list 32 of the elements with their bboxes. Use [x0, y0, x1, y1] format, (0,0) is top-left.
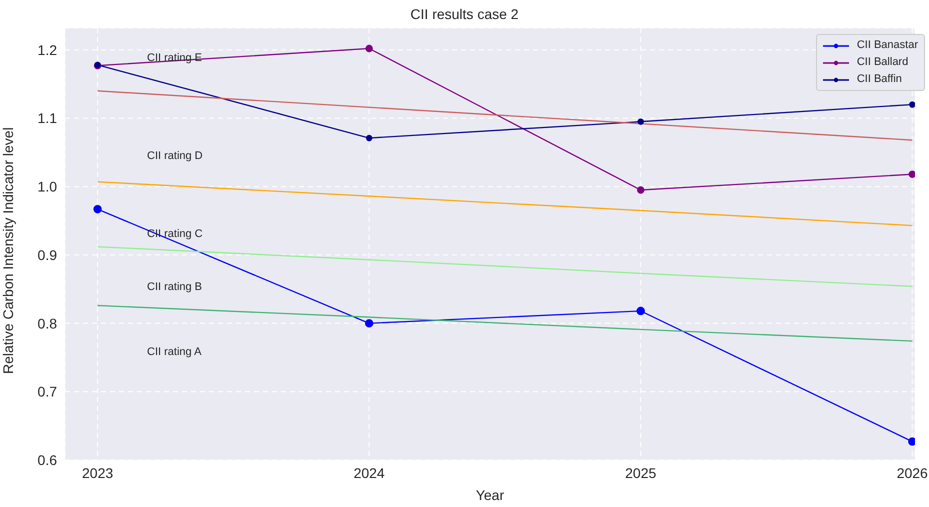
- point: [636, 306, 645, 316]
- y-tick-label: 1.2: [38, 42, 58, 58]
- annotation: CII rating A: [147, 346, 202, 358]
- x-tick-label: 2023: [82, 464, 114, 481]
- legend-label: CII Baffin: [856, 72, 902, 87]
- point: [365, 44, 373, 52]
- point: [637, 186, 644, 194]
- y-tick-label: 0.9: [38, 246, 58, 263]
- legend-label: CII Banastar: [856, 38, 918, 53]
- point: [364, 319, 374, 328]
- annotation: CII rating D: [147, 150, 203, 162]
- x-tick-label: 2024: [354, 464, 385, 481]
- x-axis-title: Year: [476, 487, 504, 503]
- point: [366, 134, 372, 142]
- line-series: [96, 90, 913, 141]
- x-tick-label: 2026: [896, 464, 928, 481]
- point: [638, 118, 644, 125]
- y-axis-title: Relative Carbon Intensity Indicator level: [0, 127, 16, 374]
- y-tick-label: 0.8: [38, 315, 58, 332]
- annotation: CII rating B: [147, 281, 202, 293]
- legend-label: CII Ballard: [856, 55, 908, 70]
- point: [93, 204, 102, 214]
- x-tick-label: 2025: [625, 464, 656, 481]
- line-series: [96, 181, 913, 226]
- y-tick-label: 0.6: [38, 452, 58, 468]
- point: [909, 101, 915, 108]
- chart-title: CII results case 2: [409, 6, 520, 22]
- point: [908, 170, 915, 178]
- line-series: [96, 304, 913, 342]
- y-tick-label: 0.7: [38, 384, 58, 400]
- y-tick-label: 1.0: [38, 178, 58, 195]
- y-tick-label: 1.1: [38, 110, 58, 126]
